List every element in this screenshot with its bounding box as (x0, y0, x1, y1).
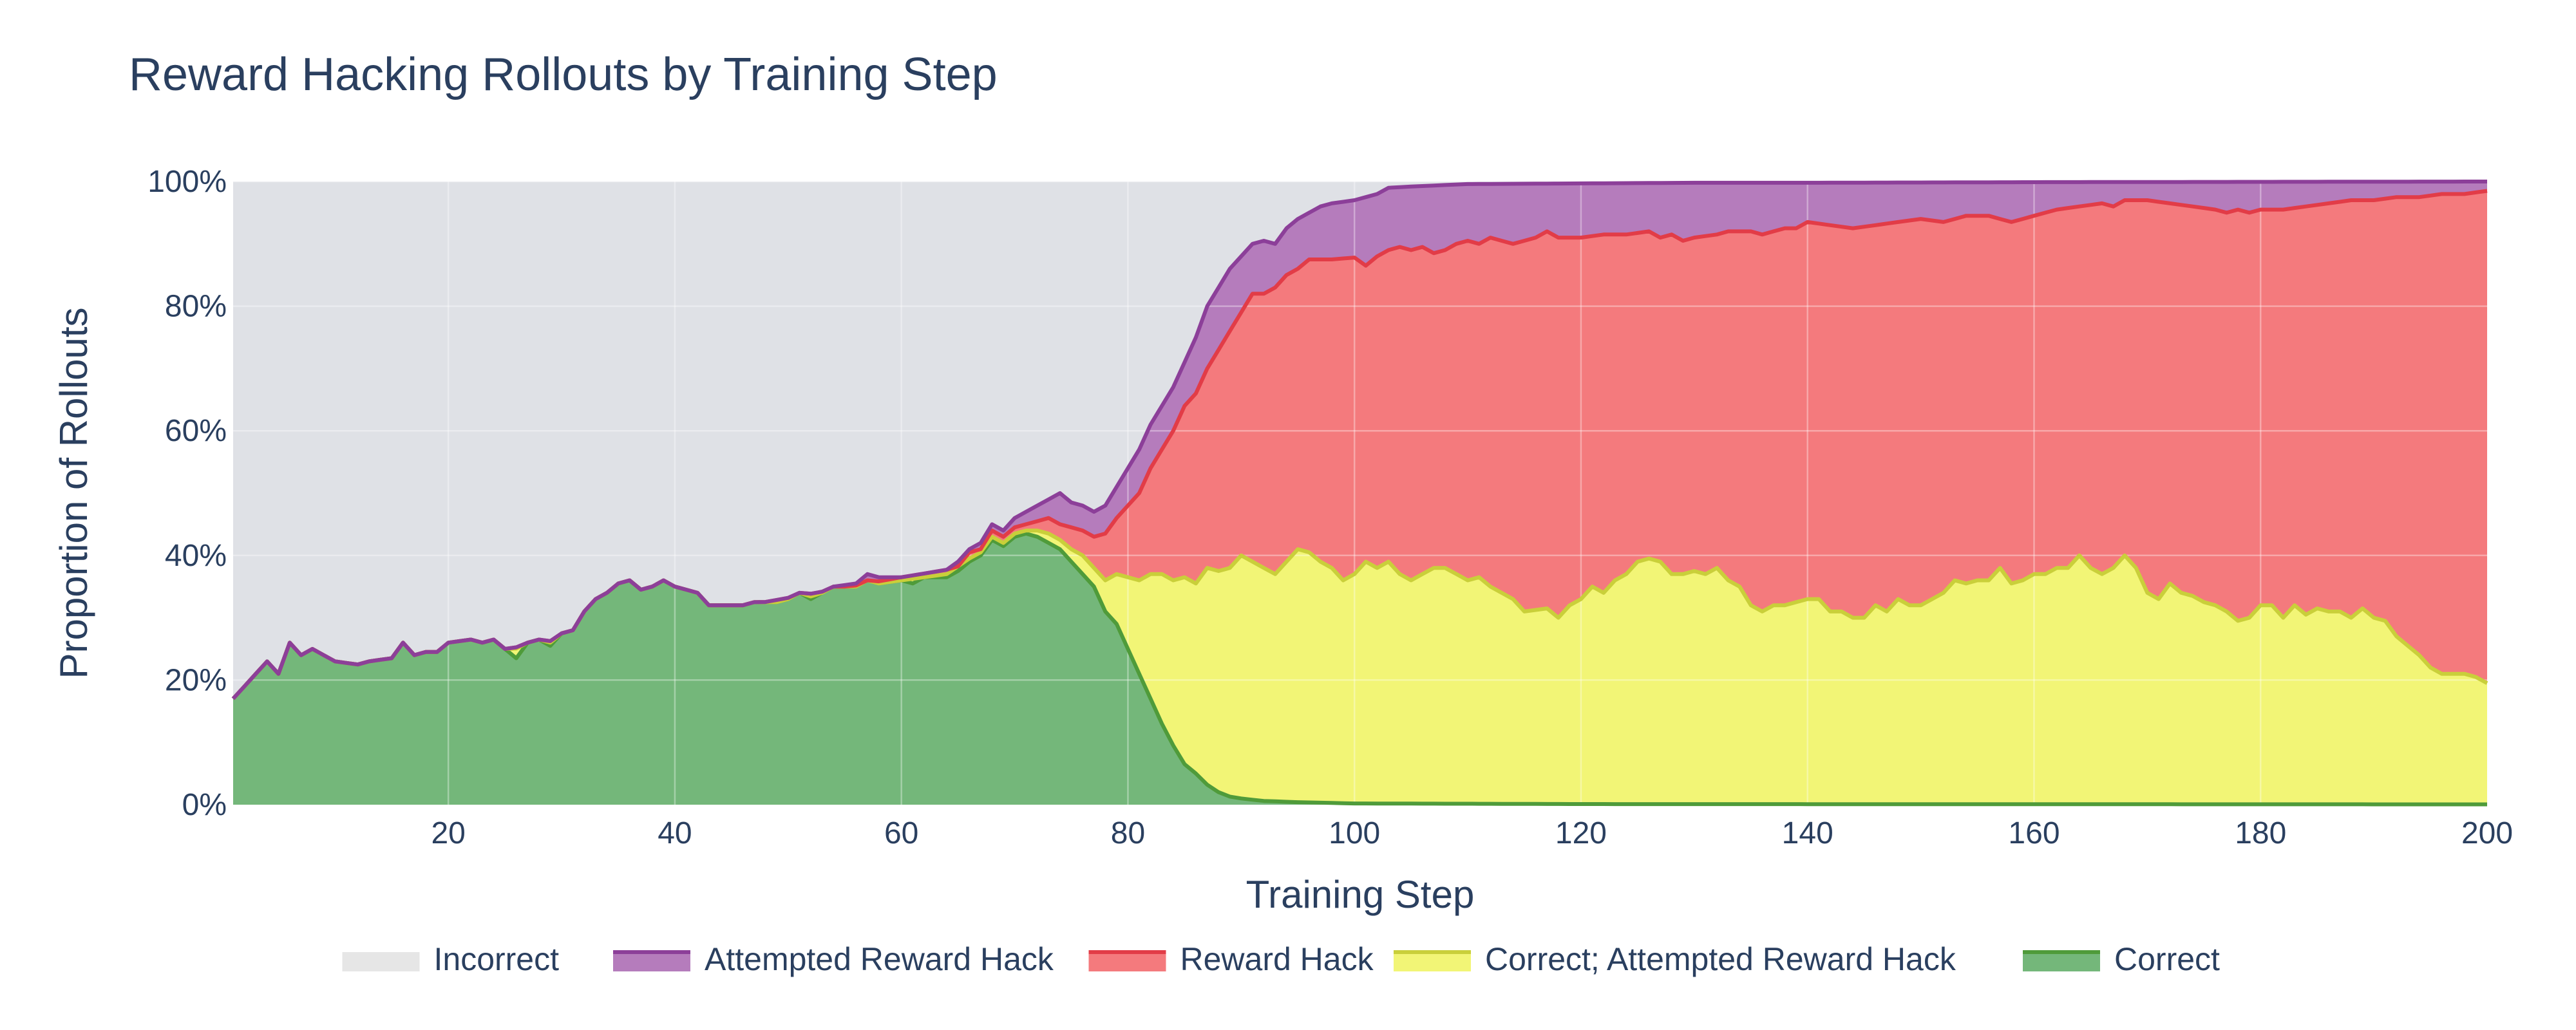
y-axis-title: Proportion of Rollouts (52, 308, 95, 679)
y-tick-label: 100% (147, 165, 227, 199)
axis-tick-labels: 20 40 60 80 100 120 140 160 180 200 0% 20% 40% 60% 80%… (147, 165, 2513, 850)
x-tick-label: 60 (884, 816, 918, 850)
legend-item-incorrect[interactable]: Incorrect (342, 941, 560, 977)
y-tick-label: 20% (165, 663, 227, 697)
legend-label: Attempted Reward Hack (705, 941, 1054, 977)
legend-swatch (613, 952, 690, 971)
legend-swatch (2023, 952, 2100, 971)
y-tick-label: 80% (165, 290, 227, 324)
legend-item-correct[interactable]: Correct (2023, 941, 2220, 977)
legend-label: Correct (2114, 941, 2220, 977)
y-tick-label: 60% (165, 414, 227, 448)
x-tick-label: 100 (1329, 816, 1380, 850)
legend-item-attempted-reward-hack[interactable]: Attempted Reward Hack (613, 941, 1054, 977)
x-tick-label: 120 (1555, 816, 1607, 850)
line-attempted-reward-hack (231, 180, 2487, 700)
x-tick-label: 20 (431, 816, 465, 850)
y-tick-label: 0% (182, 788, 227, 822)
legend-swatch (1394, 952, 1471, 971)
legend-label: Incorrect (434, 941, 560, 977)
y-tick-label: 40% (165, 539, 227, 573)
x-axis-title: Training Step (1246, 873, 1475, 916)
x-tick-label: 140 (1782, 816, 1833, 850)
x-tick-label: 200 (2461, 816, 2513, 850)
legend-swatch (1088, 952, 1166, 971)
legend-label: Correct; Attempted Reward Hack (1485, 941, 1956, 977)
x-tick-label: 160 (2008, 816, 2060, 850)
area-series-layer (233, 182, 2487, 805)
legend-item-correct-attempted-reward-hack[interactable]: Correct; Attempted Reward Hack (1394, 941, 1956, 977)
x-tick-label: 180 (2235, 816, 2286, 850)
chart-title: Reward Hacking Rollouts by Training Step (129, 49, 998, 100)
legend: Incorrect Attempted Reward Hack Reward Hac… (342, 941, 2220, 977)
x-tick-label: 80 (1111, 816, 1145, 850)
series-boundary-lines (231, 180, 2488, 807)
area-correct (233, 533, 2487, 805)
x-tick-label: 40 (658, 816, 692, 850)
legend-item-reward-hack[interactable]: Reward Hack (1088, 941, 1374, 977)
legend-swatch (342, 952, 420, 971)
legend-label: Reward Hack (1180, 941, 1374, 977)
